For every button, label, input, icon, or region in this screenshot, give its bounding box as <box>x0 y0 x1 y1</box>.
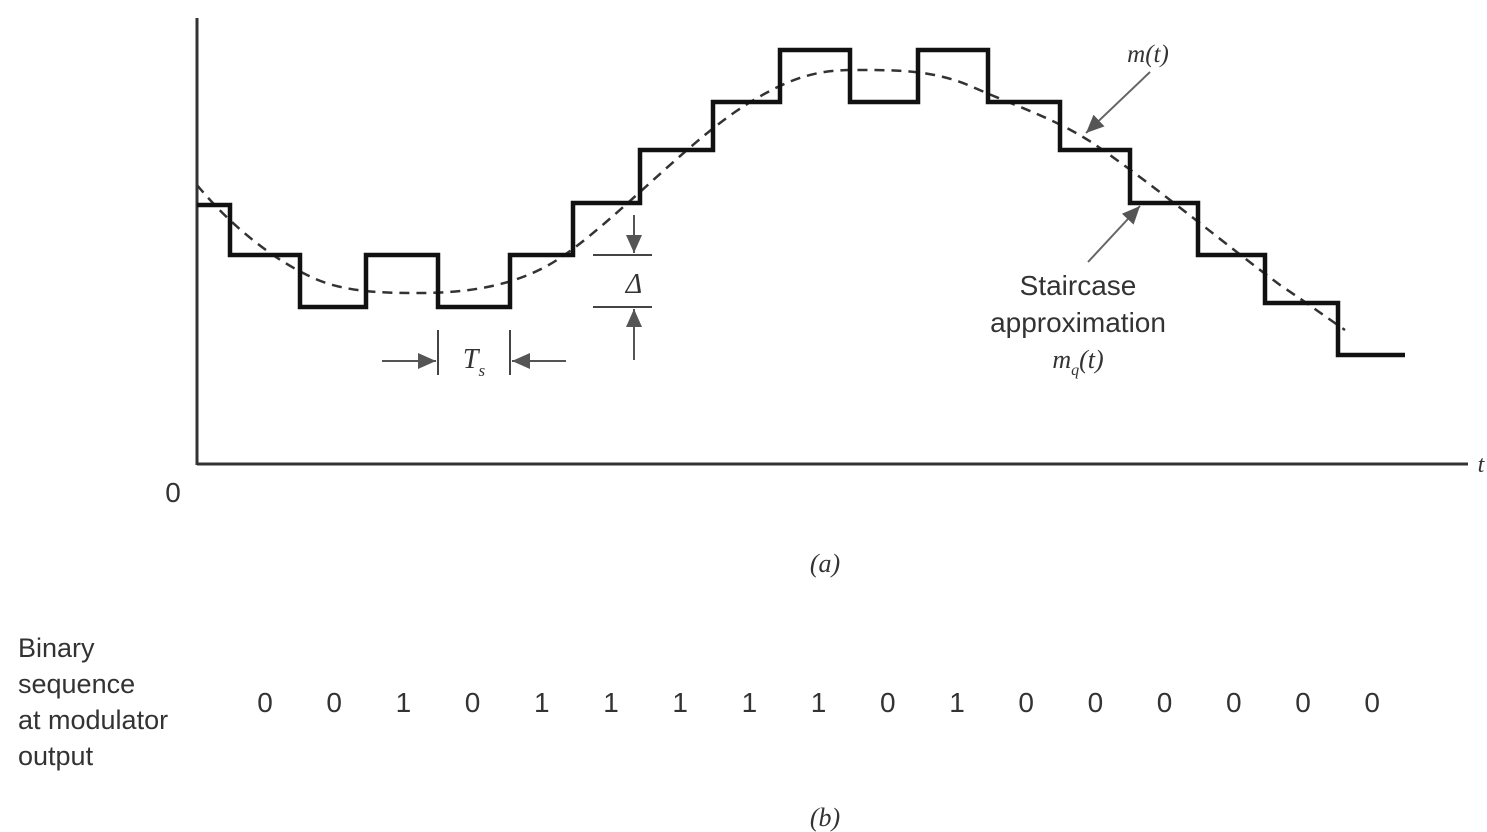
bit-value: 1 <box>396 687 412 718</box>
staircase-pointer-arrow <box>1087 205 1141 263</box>
bit-value: 1 <box>811 687 827 718</box>
binary-label-line: output <box>18 741 94 771</box>
bit-value: 1 <box>603 687 619 718</box>
binary-label-line: at modulator <box>18 705 169 735</box>
t-axis-label: t <box>1478 452 1486 478</box>
staircase-approximation <box>197 47 1405 358</box>
bit-value: 0 <box>1088 687 1104 718</box>
binary-sequence-label: Binary sequence at modulator output <box>18 630 168 774</box>
bit-value: 1 <box>742 687 758 718</box>
bit-value: 1 <box>672 687 688 718</box>
bit-value: 1 <box>949 687 965 718</box>
bit-value: 0 <box>1157 687 1173 718</box>
origin-label: 0 <box>165 477 181 508</box>
bit-value: 0 <box>1018 687 1034 718</box>
bit-value: 0 <box>880 687 896 718</box>
binary-sequence: 0 0 1 0 1 1 1 1 1 0 1 0 0 0 0 0 0 <box>257 687 1380 718</box>
bit-value: 0 <box>465 687 481 718</box>
caption-a: (a) <box>810 549 840 578</box>
step-size-label: Δ <box>625 269 642 300</box>
bit-value: 0 <box>1295 687 1311 718</box>
caption-b: (b) <box>810 803 840 832</box>
binary-label-line: sequence <box>18 669 136 699</box>
staircase-symbol: mq(t) <box>1052 345 1103 379</box>
bit-value: 0 <box>257 687 273 718</box>
bit-value: 0 <box>1364 687 1380 718</box>
bit-value: 0 <box>1226 687 1242 718</box>
staircase-label-line2: approximation <box>990 307 1166 338</box>
bit-value: 1 <box>534 687 550 718</box>
signal-pointer-arrow <box>1085 71 1151 134</box>
staircase-label-line1: Staircase <box>1020 270 1137 301</box>
bit-value: 0 <box>326 687 342 718</box>
binary-label-line: Binary <box>18 633 95 663</box>
sampling-period-label: Ts <box>463 344 486 380</box>
analog-signal-curve <box>196 68 1346 332</box>
signal-label: m(t) <box>1127 41 1169 68</box>
